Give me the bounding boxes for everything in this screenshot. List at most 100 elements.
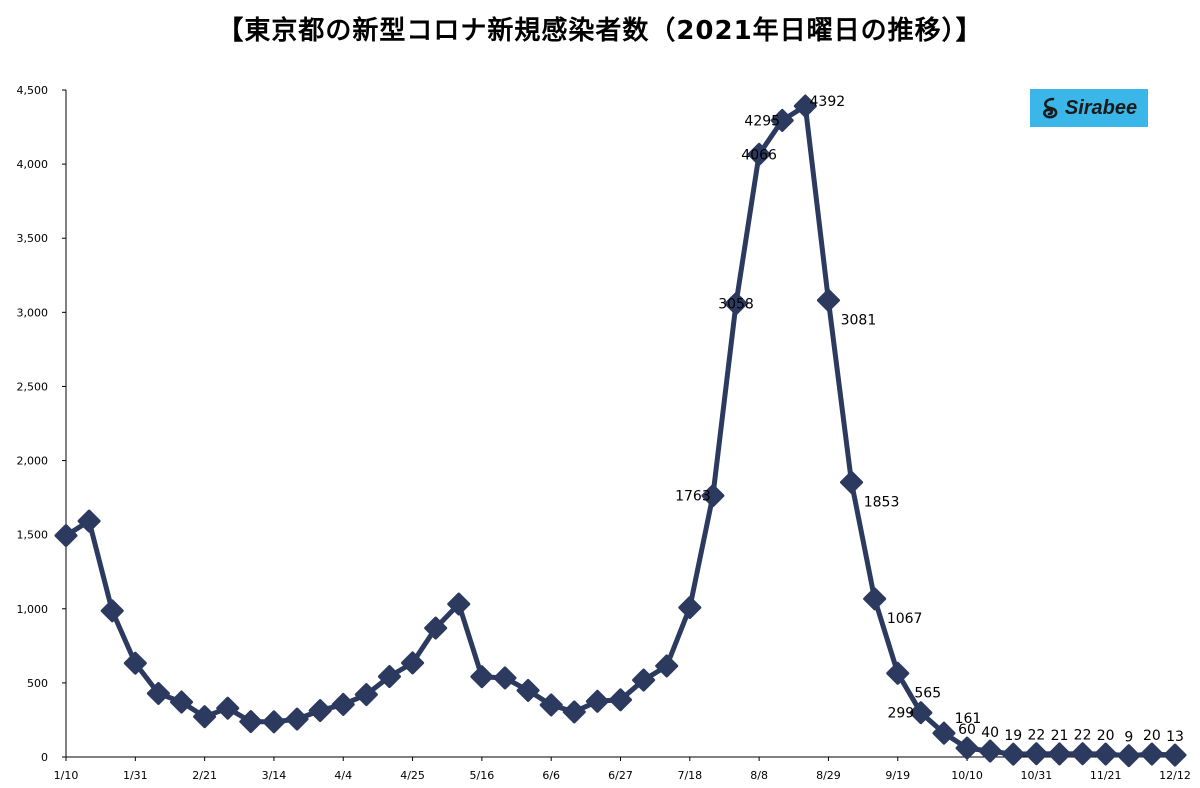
data-point <box>1117 744 1141 768</box>
data-point <box>493 666 517 690</box>
data-label: 3058 <box>718 297 754 313</box>
data-point <box>239 710 263 734</box>
data-point <box>170 690 194 714</box>
x-tick-label: 7/18 <box>677 769 702 782</box>
data-label: 1067 <box>887 611 923 627</box>
sirabee-logo: Sirabee <box>1030 89 1148 127</box>
data-point <box>840 470 864 494</box>
data-point <box>1047 742 1071 766</box>
data-point <box>424 616 448 640</box>
data-point <box>54 524 78 548</box>
y-tick-label: 2,000 <box>17 455 49 468</box>
data-point <box>1163 743 1187 767</box>
x-tick-label: 11/21 <box>1090 769 1122 782</box>
data-point <box>146 681 170 705</box>
data-point <box>354 683 378 707</box>
x-tick-label: 6/6 <box>542 769 560 782</box>
data-point <box>123 651 147 675</box>
data-point <box>285 707 309 731</box>
x-tick-label: 8/29 <box>816 769 841 782</box>
data-label: 22 <box>1074 728 1092 744</box>
data-label: 4066 <box>741 147 777 163</box>
data-point <box>724 292 748 316</box>
x-tick-label: 6/27 <box>608 769 633 782</box>
data-point <box>100 599 124 623</box>
data-point <box>1071 742 1095 766</box>
data-label: 40 <box>981 725 999 741</box>
data-label: 9 <box>1124 730 1133 746</box>
y-tick-label: 1,500 <box>17 529 49 542</box>
chart-title: 【東京都の新型コロナ新規感染者数（2021年日曜日の推移）】 <box>217 16 983 46</box>
data-point <box>747 142 771 166</box>
data-point <box>793 94 817 118</box>
y-tick-label: 500 <box>27 677 48 690</box>
x-tick-label: 12/12 <box>1159 769 1191 782</box>
x-tick-label: 4/4 <box>334 769 352 782</box>
data-point <box>308 699 332 723</box>
x-tick-label: 8/8 <box>750 769 768 782</box>
data-label: 161 <box>955 711 982 727</box>
x-tick-label: 10/10 <box>951 769 983 782</box>
x-tick-label: 3/14 <box>262 769 287 782</box>
data-point <box>701 484 725 508</box>
x-tick-label: 1/10 <box>54 769 79 782</box>
data-point <box>770 108 794 132</box>
data-point <box>539 693 563 717</box>
data-label: 60 <box>958 722 976 738</box>
data-label: 299 <box>887 706 914 722</box>
data-label: 13 <box>1166 729 1184 745</box>
data-point <box>377 665 401 689</box>
y-tick-label: 2,500 <box>17 380 49 393</box>
series-line <box>63 103 1178 759</box>
data-point <box>632 668 656 692</box>
data-point <box>562 700 586 724</box>
x-tick-label: 4/25 <box>400 769 425 782</box>
data-point <box>216 696 240 720</box>
brand-name: Sirabee <box>1064 96 1138 119</box>
x-tick-label: 9/19 <box>885 769 910 782</box>
data-point <box>193 705 217 729</box>
x-tick-label: 2/21 <box>192 769 217 782</box>
data-point <box>585 689 609 713</box>
x-tick-label: 10/31 <box>1021 769 1053 782</box>
data-label: 3081 <box>841 312 877 328</box>
data-label: 565 <box>914 685 941 701</box>
y-tick-label: 1,000 <box>17 603 49 616</box>
y-tick-label: 3,000 <box>17 306 49 319</box>
data-label: 20 <box>1143 728 1161 744</box>
data-point <box>932 721 956 745</box>
data-point <box>1140 742 1164 766</box>
data-point <box>863 587 887 611</box>
data-point <box>678 596 702 620</box>
data-point <box>655 654 679 678</box>
data-label: 20 <box>1097 728 1115 744</box>
y-tick-label: 3,500 <box>17 232 49 245</box>
y-tick-label: 4,000 <box>17 158 49 171</box>
data-label: 1853 <box>864 494 900 510</box>
data-label: 19 <box>1004 728 1022 744</box>
data-point <box>401 651 425 675</box>
data-point <box>262 710 286 734</box>
x-tick-label: 1/31 <box>123 769 148 782</box>
data-point <box>516 678 540 702</box>
data-label: 4295 <box>744 113 780 129</box>
data-label: 4392 <box>810 94 846 110</box>
data-label: 22 <box>1027 728 1045 744</box>
data-point <box>470 665 494 689</box>
y-tick-label: 4,500 <box>17 84 49 97</box>
data-point <box>447 592 471 616</box>
data-point <box>955 736 979 760</box>
data-point <box>1094 742 1118 766</box>
x-tick-label: 5/16 <box>470 769 495 782</box>
y-tick-label: 0 <box>41 751 48 764</box>
data-point <box>1001 742 1025 766</box>
data-point <box>909 701 933 725</box>
data-label: 21 <box>1051 728 1069 744</box>
data-point <box>609 688 632 712</box>
data-point <box>886 661 910 685</box>
sirabee-swirl-icon <box>1042 97 1058 119</box>
data-label: 1763 <box>675 489 711 505</box>
data-point <box>816 288 840 312</box>
data-point <box>331 692 355 716</box>
